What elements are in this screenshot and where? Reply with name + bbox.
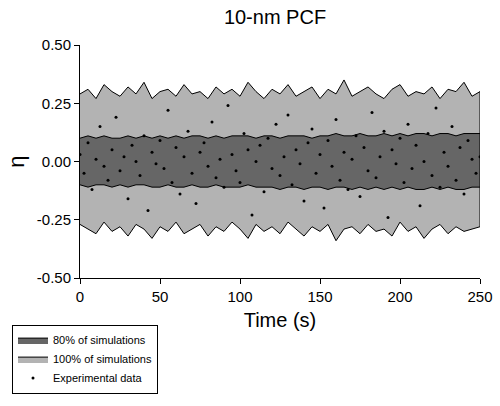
svg-text:0.00: 0.00: [42, 153, 71, 170]
svg-text:250: 250: [467, 288, 492, 305]
svg-text:-0.25: -0.25: [37, 211, 71, 228]
svg-text:Experimental data: Experimental data: [53, 372, 143, 384]
svg-text:Time (s): Time (s): [244, 309, 317, 331]
svg-text:100: 100: [227, 288, 252, 305]
svg-text:150: 150: [307, 288, 332, 305]
svg-text:200: 200: [387, 288, 412, 305]
svg-text:10-nm PCF: 10-nm PCF: [224, 6, 326, 28]
svg-text:0.25: 0.25: [42, 95, 71, 112]
svg-text:50: 50: [152, 288, 169, 305]
svg-text:80% of simulations: 80% of simulations: [53, 334, 146, 346]
svg-text:η: η: [4, 155, 29, 167]
svg-text:0.50: 0.50: [42, 36, 71, 53]
svg-text:0: 0: [76, 288, 84, 305]
svg-text:100% of simulations: 100% of simulations: [53, 353, 152, 365]
svg-text:-0.50: -0.50: [37, 269, 71, 286]
